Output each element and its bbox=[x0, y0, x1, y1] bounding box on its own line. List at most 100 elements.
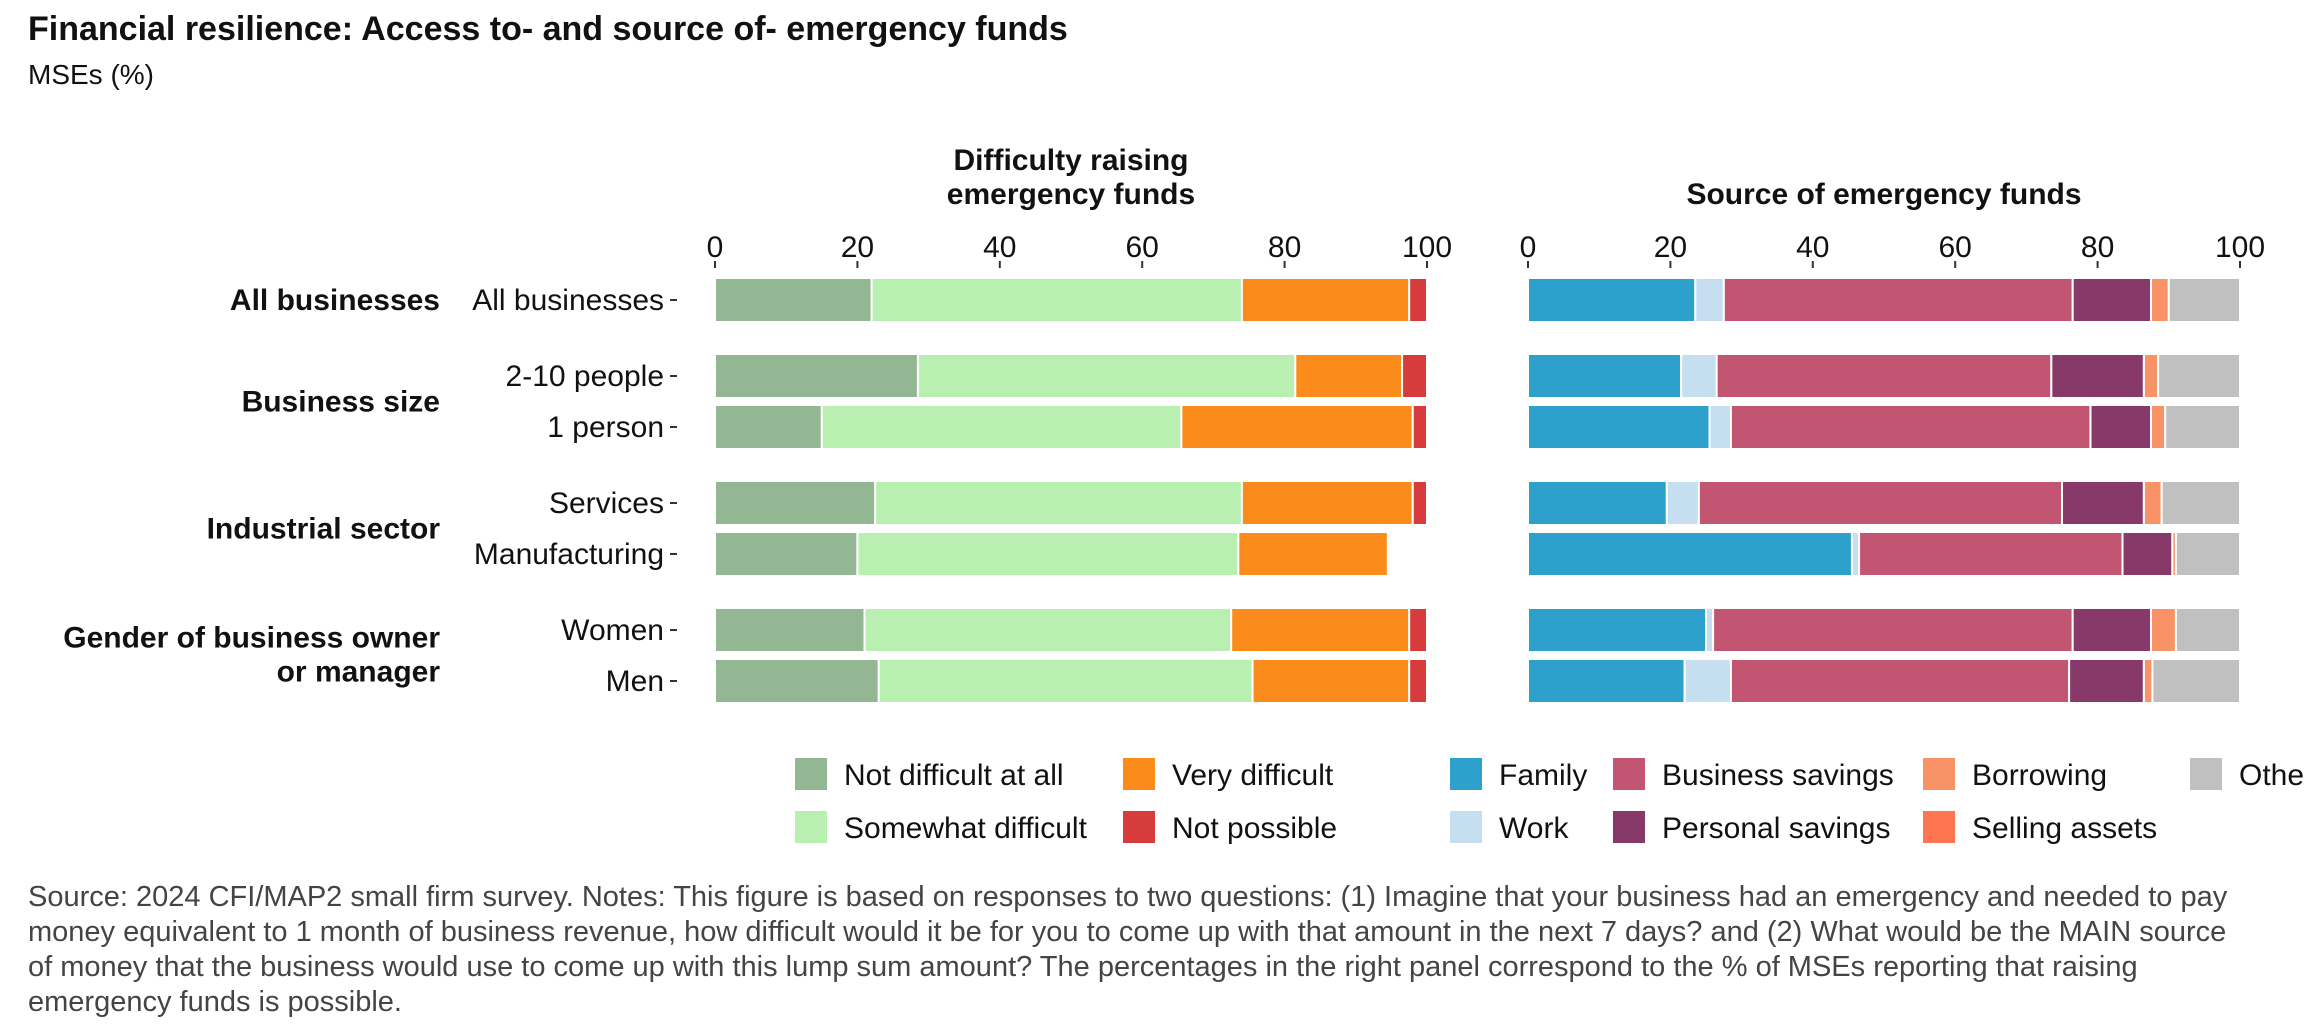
bar-segment bbox=[1401, 353, 1428, 399]
bar-segment bbox=[2142, 353, 2160, 399]
bar-segment bbox=[1527, 353, 1683, 399]
legend-label: Not difficult at all bbox=[844, 759, 1064, 792]
bar-segment bbox=[2174, 607, 2241, 653]
bar-segment bbox=[1715, 353, 2053, 399]
chart-legend: Not difficult at all Somewhat difficult Ve… bbox=[795, 758, 2304, 845]
bar-segment bbox=[1527, 480, 1668, 526]
legend-label: Family bbox=[1499, 759, 1587, 792]
bar-segment bbox=[714, 658, 880, 704]
x-tick-label: 0 bbox=[707, 231, 724, 264]
bar-segment bbox=[1858, 531, 2124, 577]
legend-swatch bbox=[1123, 811, 1155, 843]
bar-segment bbox=[2121, 531, 2174, 577]
legend-swatch bbox=[1923, 811, 1955, 843]
x-tick-label: 100 bbox=[2215, 231, 2265, 264]
bar-segment bbox=[870, 277, 1243, 323]
panel-source: Source of emergency funds 0 20 40 60 80 100 bbox=[1520, 178, 2265, 704]
bar-segment bbox=[2061, 480, 2145, 526]
bar-segment bbox=[1408, 658, 1428, 704]
bar-segment bbox=[2071, 607, 2152, 653]
bar-segment bbox=[714, 404, 823, 450]
bar-segment bbox=[1527, 531, 1853, 577]
bar-segment bbox=[1411, 480, 1429, 526]
x-tick-label: 80 bbox=[2081, 231, 2114, 264]
bar-segment bbox=[1705, 607, 1715, 653]
x-tick-label: 20 bbox=[1654, 231, 1687, 264]
legend-swatch bbox=[1923, 758, 1955, 790]
bar-segment bbox=[1708, 404, 1732, 450]
bar-segment bbox=[1712, 607, 2074, 653]
bar-segment bbox=[1230, 607, 1411, 653]
bar-segment bbox=[1680, 353, 1718, 399]
row-label: All businesses bbox=[472, 284, 664, 317]
group-label: All businesses bbox=[230, 284, 440, 317]
x-tick-label: 20 bbox=[841, 231, 874, 264]
bar-segment bbox=[714, 353, 919, 399]
bar-segment bbox=[714, 480, 877, 526]
legend-swatch bbox=[1123, 758, 1155, 790]
panel-title: Source of emergency funds bbox=[1686, 178, 2081, 211]
chart-panels: All businesses 2-10 people 1 person Service… bbox=[63, 144, 2265, 704]
group-label-line1: Gender of business owner bbox=[63, 622, 440, 655]
bar-segment bbox=[2167, 277, 2242, 323]
bar-segment bbox=[1683, 658, 1732, 704]
bar-segment bbox=[2150, 404, 2167, 450]
bar-segment bbox=[1665, 480, 1700, 526]
bar-segment bbox=[2150, 277, 2170, 323]
x-tick-label: 40 bbox=[983, 231, 1016, 264]
bar-segment bbox=[820, 404, 1183, 450]
row-label: Services bbox=[549, 487, 664, 520]
bar-segment bbox=[1694, 277, 1725, 323]
legend-label: Selling assets bbox=[1972, 812, 2157, 845]
bar-segment bbox=[2151, 658, 2242, 704]
group-labels: All businesses Business size Industrial se… bbox=[63, 284, 440, 689]
bar-segment bbox=[2071, 277, 2152, 323]
bar-segment bbox=[1722, 277, 2074, 323]
row-label: Women bbox=[561, 614, 664, 647]
bar-segment bbox=[2068, 658, 2145, 704]
group-label-line2: or manager bbox=[277, 656, 441, 689]
legend-label: Work bbox=[1499, 812, 1569, 845]
bar-segment bbox=[1240, 277, 1411, 323]
legend-label: Business savings bbox=[1662, 759, 1894, 792]
source-note: Source: 2024 CFI/MAP2 small firm survey.… bbox=[28, 881, 2228, 1018]
legend-label: Other bbox=[2239, 759, 2304, 792]
bar-segment bbox=[1527, 607, 1707, 653]
bar-segment bbox=[2142, 658, 2154, 704]
x-tick-label: 100 bbox=[1402, 231, 1452, 264]
bar-segment bbox=[1850, 531, 1861, 577]
legend-label: Somewhat difficult bbox=[844, 812, 1088, 845]
legend-swatch bbox=[1613, 758, 1645, 790]
bar-segment bbox=[2050, 353, 2145, 399]
legend-label: Borrowing bbox=[1972, 759, 2107, 792]
legend-label: Personal savings bbox=[1662, 812, 1890, 845]
bar-segment bbox=[1527, 658, 1686, 704]
bar-segment bbox=[1237, 531, 1389, 577]
x-tick-label: 40 bbox=[1796, 231, 1829, 264]
group-label: Industrial sector bbox=[207, 513, 441, 546]
row-label: Men bbox=[606, 665, 664, 698]
bar-segment bbox=[1294, 353, 1404, 399]
bar-segment bbox=[1408, 607, 1428, 653]
panel-title-line2: emergency funds bbox=[947, 178, 1195, 211]
legend-swatch bbox=[1450, 758, 1482, 790]
bar-segment bbox=[2157, 353, 2242, 399]
bar-segment bbox=[916, 353, 1297, 399]
legend-label: Very difficult bbox=[1172, 759, 1334, 792]
bar-segment bbox=[877, 658, 1254, 704]
legend-swatch bbox=[1450, 811, 1482, 843]
row-label: 1 person bbox=[547, 411, 664, 444]
bar-segment bbox=[1411, 404, 1429, 450]
legend-swatch bbox=[2190, 758, 2222, 790]
bar-segment bbox=[2089, 404, 2152, 450]
bar-segment bbox=[1527, 277, 1697, 323]
x-tick-label: 60 bbox=[1939, 231, 1972, 264]
group-label: Business size bbox=[242, 386, 440, 419]
bar-segment bbox=[1240, 480, 1414, 526]
bar-segment bbox=[2142, 480, 2163, 526]
bar-segment bbox=[1251, 658, 1411, 704]
row-label: Manufacturing bbox=[474, 538, 664, 571]
bar-segment bbox=[1697, 480, 2063, 526]
